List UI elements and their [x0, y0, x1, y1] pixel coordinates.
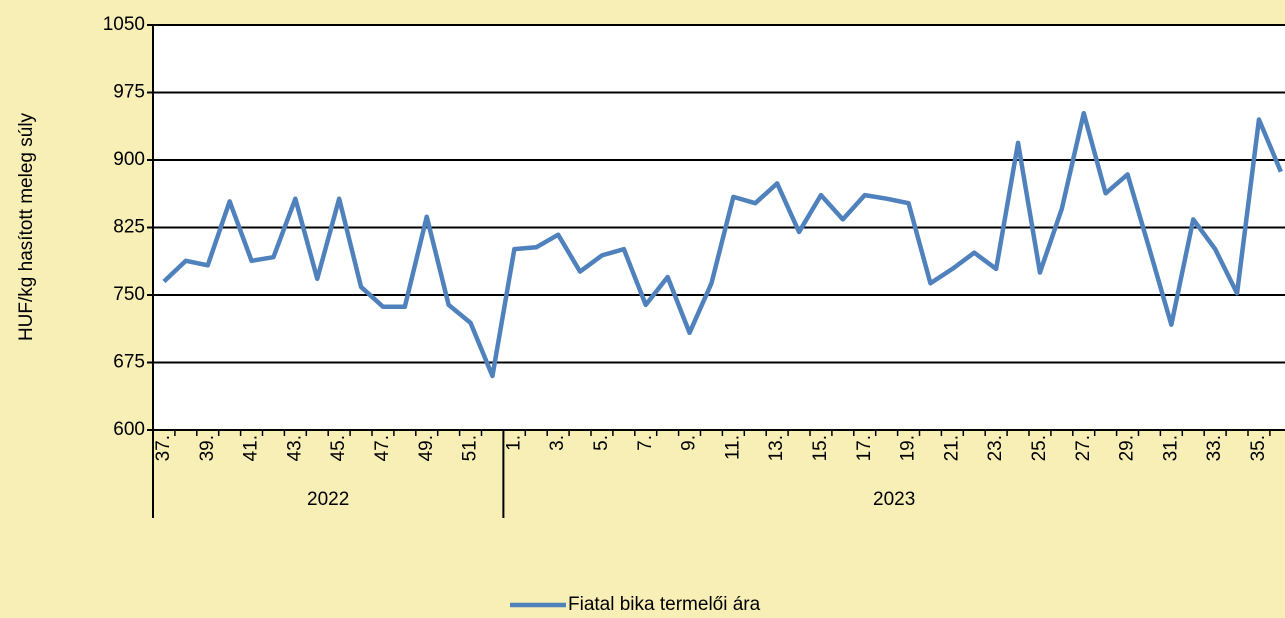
- y-tick-label: 975: [113, 82, 145, 103]
- group-label: 2023: [873, 489, 915, 510]
- x-tick-label: 41.: [241, 435, 262, 461]
- y-tick-label: 600: [113, 419, 145, 440]
- x-tick-label: 27.: [1073, 435, 1094, 461]
- x-tick-label: 13.: [766, 435, 787, 461]
- y-tick-label: 900: [113, 149, 145, 170]
- x-tick-label: 17.: [854, 435, 875, 461]
- x-tick-label: 5.: [591, 435, 612, 451]
- x-tick-label: 9.: [679, 435, 700, 451]
- y-tick-label: 1050: [103, 14, 145, 35]
- x-tick-label: 37.: [153, 435, 174, 461]
- y-tick-label: 750: [113, 284, 145, 305]
- x-tick-label: 19.: [898, 435, 919, 461]
- x-tick-label: 45.: [328, 435, 349, 461]
- x-tick-label: 35.: [1248, 435, 1269, 461]
- x-tick-label: 33.: [1204, 435, 1225, 461]
- x-tick-label: 39.: [197, 435, 218, 461]
- y-tick-label: 825: [113, 217, 145, 238]
- x-tick-label: 49.: [416, 435, 437, 461]
- y-tick-label: 675: [113, 352, 145, 373]
- x-tick-label: 21.: [941, 435, 962, 461]
- group-label: 2022: [307, 489, 349, 510]
- x-tick-label: 7.: [635, 435, 656, 451]
- x-tick-label: 3.: [547, 435, 568, 451]
- x-tick-label: 43.: [284, 435, 305, 461]
- x-tick-label: 51.: [460, 435, 481, 461]
- x-tick-label: 1.: [503, 435, 524, 451]
- x-tick-label: 25.: [1029, 435, 1050, 461]
- legend-label: Fiatal bika termelői ára: [568, 594, 761, 615]
- x-tick-label: 11.: [722, 435, 743, 460]
- x-tick-label: 23.: [985, 435, 1006, 461]
- x-tick-label: 47.: [372, 435, 393, 461]
- x-tick-label: 15.: [810, 435, 831, 461]
- x-tick-label: 31.: [1160, 435, 1181, 461]
- x-tick-label: 29.: [1117, 435, 1138, 461]
- series-line: [162, 110, 1283, 379]
- y-axis-label: HUF/kg hasított meleg súly: [16, 112, 37, 341]
